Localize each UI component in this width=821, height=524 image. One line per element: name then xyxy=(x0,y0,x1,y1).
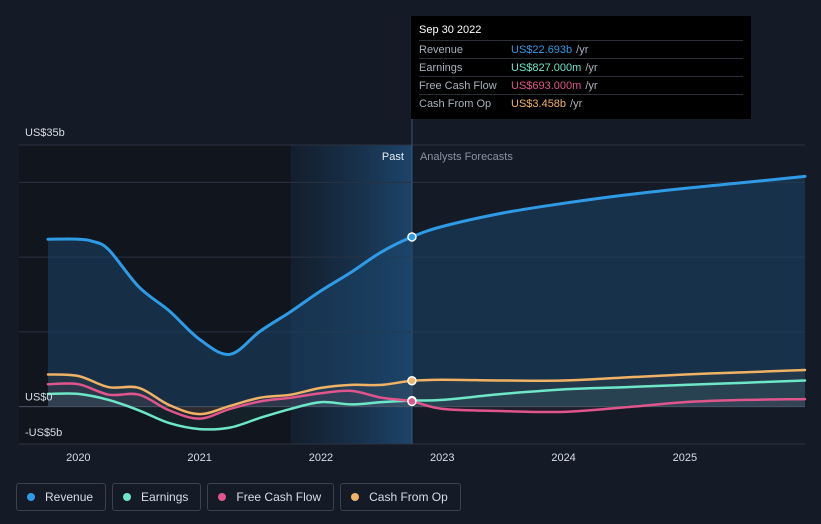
hover-tooltip: Sep 30 2022 Revenue US$22.693b /yr Earni… xyxy=(411,16,751,119)
legend-label: Free Cash Flow xyxy=(236,490,322,504)
tooltip-value: US$22.693b xyxy=(511,43,573,56)
legend-item-revenue[interactable]: Revenue xyxy=(16,483,107,511)
x-tick-label: 2022 xyxy=(309,452,333,464)
x-tick-label: 2020 xyxy=(66,452,90,464)
tooltip-unit: /yr xyxy=(585,61,598,74)
tooltip-unit: /yr xyxy=(570,97,583,110)
x-tick-label: 2021 xyxy=(187,452,211,464)
legend-item-cash-from-op[interactable]: Cash From Op xyxy=(340,483,461,511)
tooltip-date: Sep 30 2022 xyxy=(419,24,482,36)
tooltip-value: US$693.000m xyxy=(511,79,582,92)
tooltip-value: US$3.458b xyxy=(511,97,567,110)
x-tick-label: 2023 xyxy=(430,452,454,464)
legend-item-earnings[interactable]: Earnings xyxy=(112,483,202,511)
revenue-point xyxy=(407,232,417,242)
x-tick-label: 2025 xyxy=(673,452,697,464)
free-cash-flow-point xyxy=(407,396,417,407)
cash-from-op-line xyxy=(46,368,807,416)
cash-from-op-dot-icon xyxy=(351,493,360,501)
tooltip-label: Free Cash Flow xyxy=(419,79,497,92)
tooltip-row-revenue: Revenue US$22.693b /yr xyxy=(419,40,743,58)
tooltip-row-cash-from-op: Cash From Op US$3.458b /yr xyxy=(419,94,743,112)
revenue-dot-icon xyxy=(27,493,35,501)
cash-from-op-area xyxy=(48,370,805,415)
cash-from-op-point xyxy=(407,376,417,386)
tooltip-label: Revenue xyxy=(419,43,464,56)
tooltip-unit: /yr xyxy=(576,43,589,56)
x-tick-label: 2024 xyxy=(551,452,575,464)
revenue-area xyxy=(48,176,805,407)
earnings-line xyxy=(46,379,807,431)
y-tick-label: US$35b xyxy=(25,127,65,139)
tooltip-label: Earnings xyxy=(419,61,463,74)
tooltip-unit: /yr xyxy=(585,79,598,92)
y-tick-label: US$0 xyxy=(25,392,53,404)
past-label: Past xyxy=(382,151,404,163)
forecast-label: Analysts Forecasts xyxy=(420,151,513,163)
legend-label: Cash From Op xyxy=(369,490,448,504)
tooltip-value: US$827.000m xyxy=(511,61,582,74)
earnings-dot-icon xyxy=(123,493,132,501)
tooltip-row-free-cash-flow: Free Cash Flow US$693.000m /yr xyxy=(419,76,743,94)
tooltip-row-earnings: Earnings US$827.000m /yr xyxy=(419,58,743,76)
tooltip-label: Cash From Op xyxy=(419,97,492,110)
legend-label: Revenue xyxy=(45,490,94,504)
legend-item-free-cash-flow[interactable]: Free Cash Flow xyxy=(207,483,335,511)
y-tick-label: -US$5b xyxy=(25,427,62,439)
free-cash-flow-line xyxy=(46,382,807,420)
legend-label: Earnings xyxy=(141,490,189,504)
free-cash-flow-dot-icon xyxy=(218,493,227,501)
legend: Revenue Earnings Free Cash Flow Cash Fro… xyxy=(16,483,461,511)
revenue-line xyxy=(46,174,807,356)
